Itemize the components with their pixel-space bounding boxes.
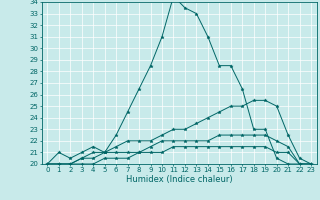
- X-axis label: Humidex (Indice chaleur): Humidex (Indice chaleur): [126, 175, 233, 184]
